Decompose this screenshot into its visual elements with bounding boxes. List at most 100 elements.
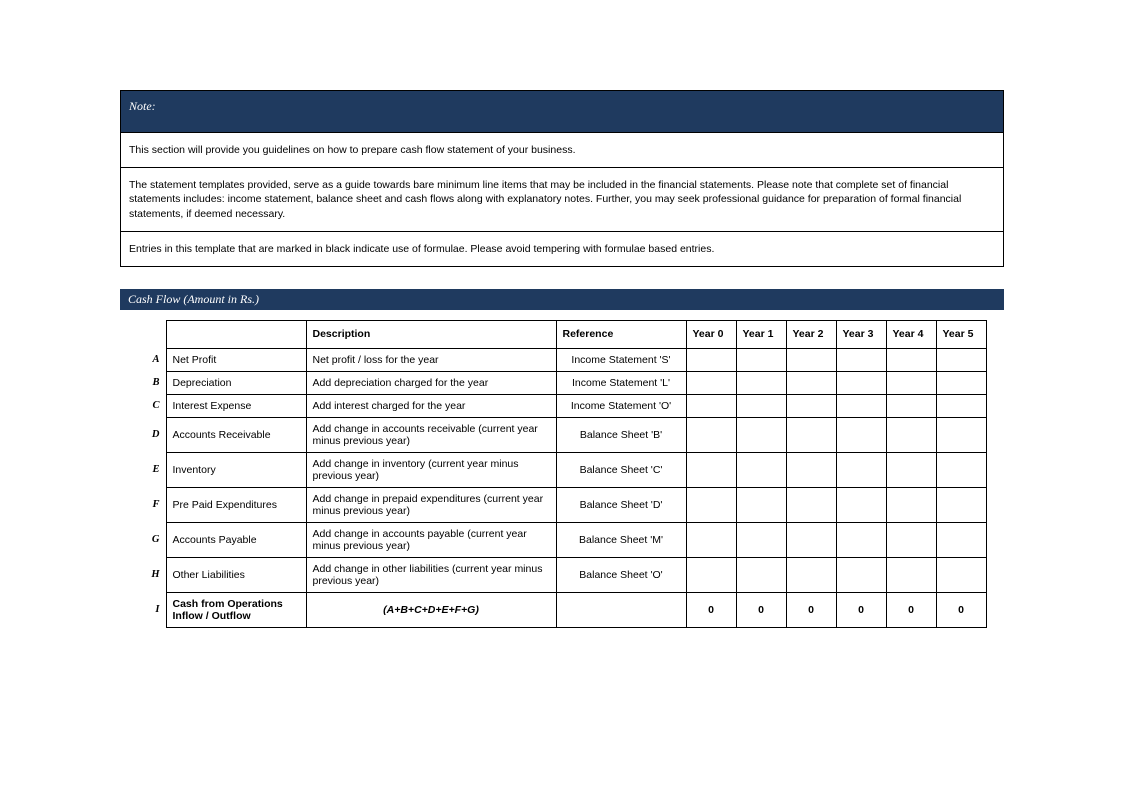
row-year-value: [686, 522, 736, 557]
col-description: Description: [306, 320, 556, 348]
col-name-blank: [166, 320, 306, 348]
row-year-value: [736, 487, 786, 522]
row-year-value: [836, 348, 886, 371]
row-year-value: [786, 557, 836, 592]
table-row: GAccounts PayableAdd change in accounts …: [138, 522, 986, 557]
row-year-value: [886, 522, 936, 557]
row-year-value: [686, 371, 736, 394]
row-year-value: [936, 557, 986, 592]
row-year-value: [836, 417, 886, 452]
col-year-4: Year 4: [886, 320, 936, 348]
row-year-value: [686, 452, 736, 487]
row-year-value: [736, 522, 786, 557]
row-reference: Balance Sheet 'O': [556, 557, 686, 592]
table-row: CInterest ExpenseAdd interest charged fo…: [138, 394, 986, 417]
col-year-0: Year 0: [686, 320, 736, 348]
row-year-value: 0: [886, 592, 936, 627]
row-year-value: [886, 487, 936, 522]
row-year-value: [936, 522, 986, 557]
row-label: F: [138, 487, 166, 522]
row-year-value: [786, 348, 836, 371]
row-reference: Balance Sheet 'B': [556, 417, 686, 452]
row-year-value: [686, 417, 736, 452]
row-year-value: [936, 417, 986, 452]
row-year-value: [686, 394, 736, 417]
row-year-value: [786, 452, 836, 487]
table-row: ICash from Operations Inflow / Outflow(A…: [138, 592, 986, 627]
row-year-value: [836, 487, 886, 522]
table-row: ANet ProfitNet profit / loss for the yea…: [138, 348, 986, 371]
note-paragraph-2: The statement templates provided, serve …: [121, 168, 1003, 232]
table-body: ANet ProfitNet profit / loss for the yea…: [138, 348, 986, 627]
row-label: I: [138, 592, 166, 627]
table-row: FPre Paid ExpendituresAdd change in prep…: [138, 487, 986, 522]
col-year-2: Year 2: [786, 320, 836, 348]
row-year-value: 0: [836, 592, 886, 627]
row-label: H: [138, 557, 166, 592]
row-label: D: [138, 417, 166, 452]
note-paragraph-3: Entries in this template that are marked…: [121, 232, 1003, 267]
note-paragraph-1: This section will provide you guidelines…: [121, 133, 1003, 168]
row-year-value: [936, 394, 986, 417]
row-label: G: [138, 522, 166, 557]
row-description: Add change in other liabilities (current…: [306, 557, 556, 592]
row-year-value: [836, 452, 886, 487]
row-year-value: [686, 348, 736, 371]
row-year-value: [736, 557, 786, 592]
row-year-value: [736, 452, 786, 487]
row-year-value: [786, 371, 836, 394]
row-year-value: [886, 371, 936, 394]
row-year-value: [786, 487, 836, 522]
row-year-value: [686, 487, 736, 522]
table-row: EInventoryAdd change in inventory (curre…: [138, 452, 986, 487]
col-year-3: Year 3: [836, 320, 886, 348]
row-label: A: [138, 348, 166, 371]
col-year-1: Year 1: [736, 320, 786, 348]
col-year-5: Year 5: [936, 320, 986, 348]
row-reference: Balance Sheet 'M': [556, 522, 686, 557]
row-year-value: [786, 522, 836, 557]
row-reference: Balance Sheet 'C': [556, 452, 686, 487]
row-name: Interest Expense: [166, 394, 306, 417]
row-name: Cash from Operations Inflow / Outflow: [166, 592, 306, 627]
row-year-value: 0: [736, 592, 786, 627]
row-year-value: [836, 522, 886, 557]
row-year-value: [886, 394, 936, 417]
row-year-value: [736, 348, 786, 371]
section-title: Cash Flow (Amount in Rs.): [128, 292, 259, 306]
row-year-value: [886, 557, 936, 592]
row-year-value: [936, 371, 986, 394]
row-label: E: [138, 452, 166, 487]
row-reference: Income Statement 'S': [556, 348, 686, 371]
col-reference: Reference: [556, 320, 686, 348]
row-year-value: [686, 557, 736, 592]
row-description: (A+B+C+D+E+F+G): [306, 592, 556, 627]
row-description: Net profit / loss for the year: [306, 348, 556, 371]
row-year-value: [786, 394, 836, 417]
row-description: Add change in accounts payable (current …: [306, 522, 556, 557]
row-year-value: [836, 394, 886, 417]
row-name: Pre Paid Expenditures: [166, 487, 306, 522]
row-year-value: 0: [786, 592, 836, 627]
cashflow-table-wrap: Description Reference Year 0 Year 1 Year…: [138, 320, 1004, 628]
row-name: Depreciation: [166, 371, 306, 394]
row-description: Add change in prepaid expenditures (curr…: [306, 487, 556, 522]
row-year-value: [736, 417, 786, 452]
row-year-value: [886, 452, 936, 487]
row-year-value: [936, 348, 986, 371]
row-year-value: [736, 394, 786, 417]
col-rowlabel-blank: [138, 320, 166, 348]
row-label: C: [138, 394, 166, 417]
row-reference: [556, 592, 686, 627]
row-reference: Balance Sheet 'D': [556, 487, 686, 522]
row-year-value: [736, 371, 786, 394]
table-row: DAccounts ReceivableAdd change in accoun…: [138, 417, 986, 452]
row-name: Accounts Payable: [166, 522, 306, 557]
row-description: Add interest charged for the year: [306, 394, 556, 417]
row-year-value: [786, 417, 836, 452]
table-head: Description Reference Year 0 Year 1 Year…: [138, 320, 986, 348]
row-name: Inventory: [166, 452, 306, 487]
row-year-value: [936, 487, 986, 522]
row-reference: Income Statement 'L': [556, 371, 686, 394]
row-description: Add change in inventory (current year mi…: [306, 452, 556, 487]
